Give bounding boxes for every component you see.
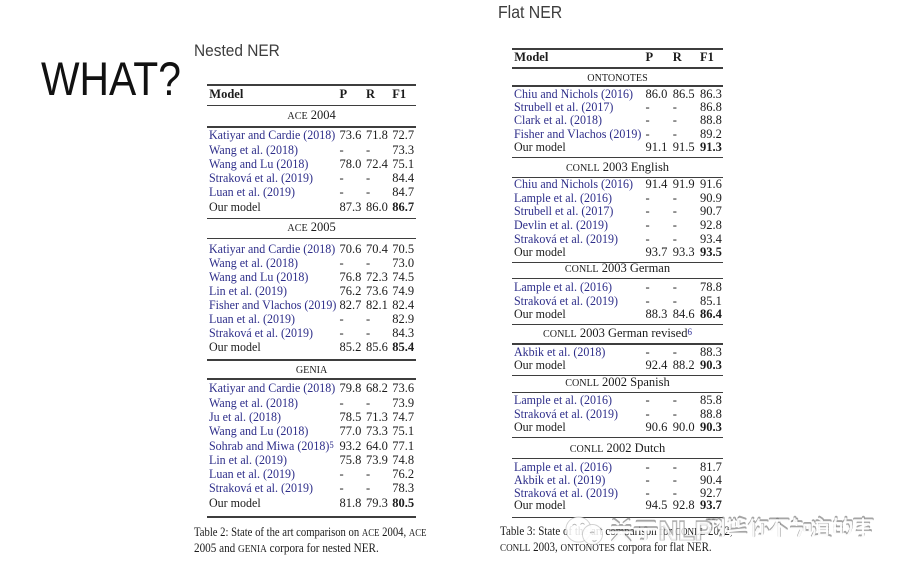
- svg-text:NLP: NLP: [659, 515, 713, 545]
- svg-text:NLP: NLP: [659, 517, 713, 547]
